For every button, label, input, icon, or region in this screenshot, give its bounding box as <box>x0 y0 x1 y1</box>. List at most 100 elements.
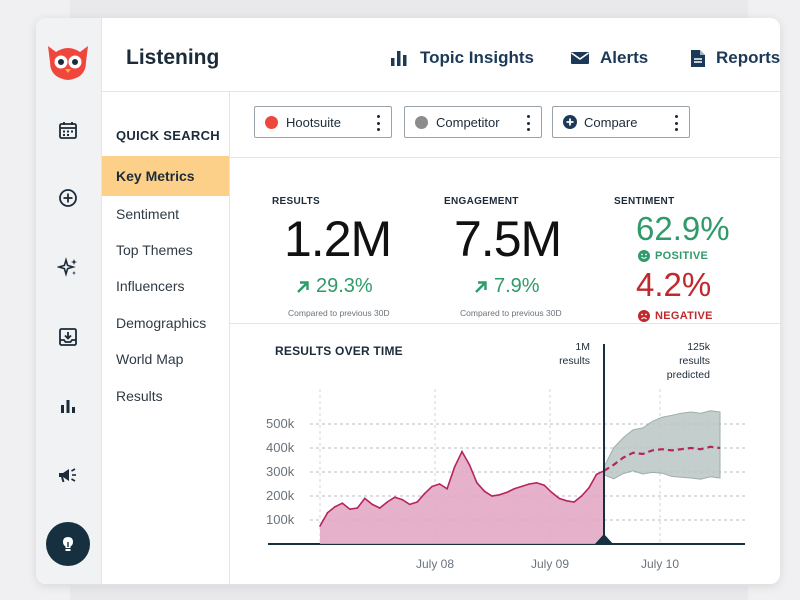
smile-face-icon <box>638 250 650 262</box>
nav-reports[interactable]: Reports <box>690 48 780 68</box>
data-point <box>431 485 433 488</box>
results-change: 29.3% <box>296 275 373 298</box>
x-tick-label: July 10 <box>641 557 679 571</box>
bar-chart-icon <box>391 51 407 66</box>
data-point <box>341 502 344 504</box>
results-note: Compared to previous 30D <box>288 308 390 318</box>
engagement-label: ENGAGEMENT <box>444 196 519 207</box>
negative-text: NEGATIVE <box>655 310 713 322</box>
filter-hootsuite[interactable]: Hootsuite <box>254 106 392 138</box>
envelope-icon <box>571 52 589 64</box>
data-point <box>334 506 336 508</box>
sentiment-negative-value: 4.2% <box>636 266 712 303</box>
data-point <box>558 497 560 500</box>
positive-text: POSITIVE <box>655 250 709 262</box>
data-point <box>550 491 553 494</box>
data-point <box>543 484 545 486</box>
quick-search-sentiment[interactable]: Sentiment <box>116 206 180 222</box>
quick-search-panel: QUICK SEARCH Key Metrics Sentiment Top T… <box>102 92 230 584</box>
data-point <box>438 483 441 485</box>
page-header: Listening Topic Insights Alerts Reports <box>102 18 780 92</box>
arrow-up-right-icon <box>475 280 487 293</box>
filter-label: Hootsuite <box>286 114 341 130</box>
results-over-time-chart: RESULTS OVER TIME 100k 200k 300k 400k 500k 1M… <box>230 324 780 584</box>
data-point <box>565 500 568 502</box>
data-point <box>393 496 396 498</box>
kebab-menu-icon[interactable] <box>377 115 381 131</box>
data-point <box>580 495 583 497</box>
engagement-note: Compared to previous 30D <box>460 308 562 318</box>
data-point <box>535 482 538 484</box>
data-point <box>483 490 486 492</box>
quick-search-results[interactable]: Results <box>116 388 163 404</box>
prediction-annotation: results <box>679 355 710 367</box>
data-point <box>446 488 448 490</box>
main-content: Hootsuite Competitor Compare RESULTS 1.2… <box>230 92 780 584</box>
results-value: 1.2M <box>284 211 392 267</box>
nav-label: Alerts <box>600 48 649 67</box>
chart-title: RESULTS OVER TIME <box>275 344 403 358</box>
filter-bar: Hootsuite Competitor Compare <box>230 92 780 158</box>
data-point <box>528 483 531 485</box>
data-point <box>476 482 478 484</box>
sentiment-label: SENTIMENT <box>614 196 675 207</box>
quick-search-world-map[interactable]: World Map <box>116 351 184 367</box>
data-point <box>408 503 411 506</box>
quick-search-influencers[interactable]: Influencers <box>116 278 185 294</box>
nav-topic-insights[interactable]: Topic Insights <box>390 48 534 68</box>
data-point <box>588 486 590 489</box>
nav-alerts[interactable]: Alerts <box>570 48 648 68</box>
filter-competitor[interactable]: Competitor <box>404 106 542 138</box>
data-point <box>423 492 426 495</box>
nav-label: Reports <box>716 48 780 67</box>
x-tick-label: July 09 <box>531 557 569 571</box>
sentiment-positive-value: 62.9% <box>636 210 730 247</box>
kebab-menu-icon[interactable] <box>527 115 531 131</box>
sentiment-positive-label: POSITIVE <box>638 250 708 262</box>
inbox-download-icon[interactable] <box>54 323 82 351</box>
color-dot <box>265 115 278 129</box>
data-point <box>498 494 501 496</box>
prediction-band <box>603 410 721 480</box>
quick-search-key-metrics[interactable]: Key Metrics <box>102 156 229 196</box>
data-point <box>573 501 575 503</box>
data-point <box>416 501 418 503</box>
data-point <box>379 507 381 509</box>
data-point <box>461 450 463 453</box>
color-dot <box>415 115 428 129</box>
results-change-value: 29.3% <box>316 275 373 297</box>
app-window: Listening Topic Insights Alerts Reports … <box>36 18 780 584</box>
calendar-icon[interactable] <box>54 116 82 144</box>
arrow-up-right-icon <box>297 280 309 293</box>
data-point <box>595 473 598 476</box>
analytics-bars-icon[interactable] <box>54 392 82 420</box>
create-plus-icon[interactable] <box>54 184 82 212</box>
metrics-panel: RESULTS 1.2M 29.3% Compared to previous … <box>230 158 780 324</box>
data-point <box>326 512 329 514</box>
filter-compare[interactable]: Compare <box>552 106 690 138</box>
data-point <box>453 466 456 468</box>
engagement-change-value: 7.9% <box>494 275 540 297</box>
chart-svg: 100k 200k 300k 400k 500k 1M results 125k results… <box>266 341 745 571</box>
nav-label: Topic Insights <box>420 48 534 67</box>
filter-label: Competitor <box>436 114 500 130</box>
engagement-value: 7.5M <box>454 211 562 267</box>
marker-annotation: results <box>559 355 590 367</box>
y-tick-label: 400k <box>266 440 295 455</box>
icon-rail <box>36 18 102 584</box>
data-point <box>371 503 374 506</box>
owl-logo-icon[interactable] <box>44 36 92 84</box>
marker-annotation: 1M <box>575 341 590 353</box>
lightbulb-help-icon[interactable] <box>46 522 90 566</box>
quick-search-top-themes[interactable]: Top Themes <box>116 242 193 258</box>
prediction-annotation: predicted <box>667 369 710 381</box>
page-title: Listening <box>126 46 220 69</box>
data-point <box>356 507 359 509</box>
marker-triangle <box>594 534 614 545</box>
megaphone-icon[interactable] <box>54 462 82 490</box>
quick-search-title: QUICK SEARCH <box>116 128 220 143</box>
quick-search-demographics[interactable]: Demographics <box>116 315 207 331</box>
kebab-menu-icon[interactable] <box>675 115 679 131</box>
sparkles-icon[interactable] <box>54 254 82 282</box>
data-point <box>521 485 523 488</box>
